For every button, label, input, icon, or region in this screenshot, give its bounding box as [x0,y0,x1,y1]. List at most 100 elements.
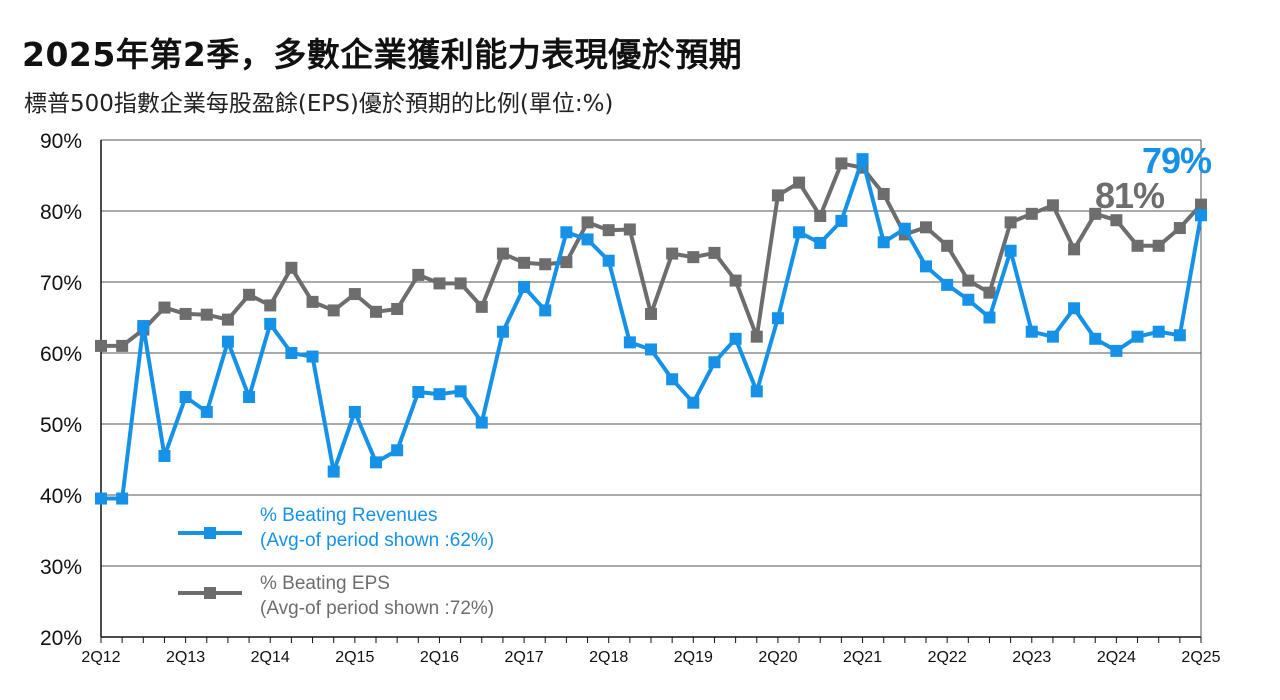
x-tick-label: 2Q17 [505,649,544,666]
revenues-data-point [1068,302,1081,315]
y-tick-label: 40% [40,485,82,508]
revenues-legend-label: % Beating Revenues [260,505,437,526]
eps-data-point [1025,207,1038,220]
eps-data-point [645,307,657,320]
revenues-data-point [412,386,425,399]
eps-data-point [391,302,404,315]
eps-data-point [95,339,107,352]
revenues-data-point [750,385,763,398]
revenues-data-point [877,236,890,249]
eps-data-point [116,339,129,352]
revenues-data-point [243,391,256,404]
eps-data-point [243,288,256,301]
revenues-data-point [348,405,361,418]
x-tick-label: 2Q12 [81,649,120,666]
legend: % Beating Revenues (Avg-of period shown :… [178,505,494,619]
eps-data-point [1089,207,1102,220]
eps-data-point [200,308,213,321]
eps-data-point [1110,214,1123,227]
revenues-data-point [221,335,234,348]
revenues-data-point [1152,325,1165,338]
eps-data-point [496,247,509,260]
revenues-data-point [1173,329,1186,342]
x-tick-label: 2Q16 [420,649,459,666]
eps-data-point [814,209,827,222]
x-tick-label: 2Q24 [1097,649,1136,666]
revenues-data-point [116,492,129,505]
revenues-data-point [856,153,869,166]
revenues-data-point [645,343,657,356]
eps-end-label: 81% [1095,175,1165,216]
revenues-data-point [179,391,192,404]
eps-data-point [666,247,679,260]
revenues-data-point [285,347,298,359]
revenues-legend-average: (Avg-of period shown :62%) [260,530,494,551]
revenues-data-point [666,373,679,386]
eps-data-point [1046,199,1059,212]
y-tick-label: 80% [40,201,82,224]
eps-data-point [793,176,806,189]
revenues-data-point [391,444,404,457]
revenues-data-point [793,226,806,239]
revenues-data-point [962,293,975,306]
eps-legend-label: % Beating EPS [260,573,390,594]
eps-data-point [1068,243,1081,256]
eps-data-point [475,300,488,313]
eps-data-point [454,277,467,290]
y-tick-label: 70% [40,272,82,295]
revenues-legend-marker [204,527,216,539]
eps-data-point [623,223,636,236]
y-tick-label: 30% [40,556,82,579]
revenues-data-point [898,222,911,235]
eps-data-point [306,295,319,308]
eps-data-point [602,224,615,237]
eps-data-point [433,277,446,290]
y-tick-label: 50% [40,414,82,437]
eps-data-point [264,299,277,312]
x-tick-label: 2Q18 [589,649,628,666]
revenues-data-point [983,311,996,324]
tick-labels: 90% 80% 70% 60% 50% 40% 30% 20%2Q12 2Q13 2Q14 2Q15… [40,130,1221,666]
revenues-data-point [835,214,848,227]
eps-data-point [877,187,890,200]
revenues-data-point [920,260,932,273]
eps-data-point [412,268,425,281]
x-tick-label: 2Q13 [166,649,205,666]
revenues-data-point [581,233,594,246]
revenues-data-point [1004,244,1017,257]
eps-data-point [687,251,700,264]
revenues-data-point [941,278,954,291]
eps-data-point [1004,216,1017,229]
series-lines [95,153,1207,505]
eps-data-point [327,304,340,317]
eps-data-point [729,274,742,287]
y-tick-label: 60% [40,343,82,366]
revenues-data-point [708,356,721,369]
revenues-data-point [814,236,827,249]
y-tick-label: 20% [40,627,82,650]
revenues-data-point [496,325,509,338]
x-tick-label: 2Q23 [1012,649,1051,666]
revenues-end-label: 79% [1142,140,1212,181]
revenues-data-point [771,312,784,325]
eps-data-point [1152,239,1165,252]
revenues-data-point [433,388,446,401]
x-tick-label: 2Q20 [758,649,797,666]
revenues-data-point [158,449,171,462]
revenues-data-point [370,456,382,469]
revenues-data-point [137,320,150,333]
revenues-data-point [1110,344,1123,357]
eps-data-point [581,216,594,229]
y-tick-label: 90% [40,130,82,153]
eps-data-point [835,157,848,170]
revenues-data-point [1089,332,1102,345]
eps-legend-average: (Avg-of period shown :72%) [260,598,494,619]
revenues-data-point [264,317,277,330]
eps-legend-marker [204,587,216,599]
eps-data-point [348,288,361,301]
eps-data-point [920,221,932,234]
eps-data-point [962,274,975,287]
eps-data-point [771,189,784,202]
eps-data-point [750,330,763,343]
